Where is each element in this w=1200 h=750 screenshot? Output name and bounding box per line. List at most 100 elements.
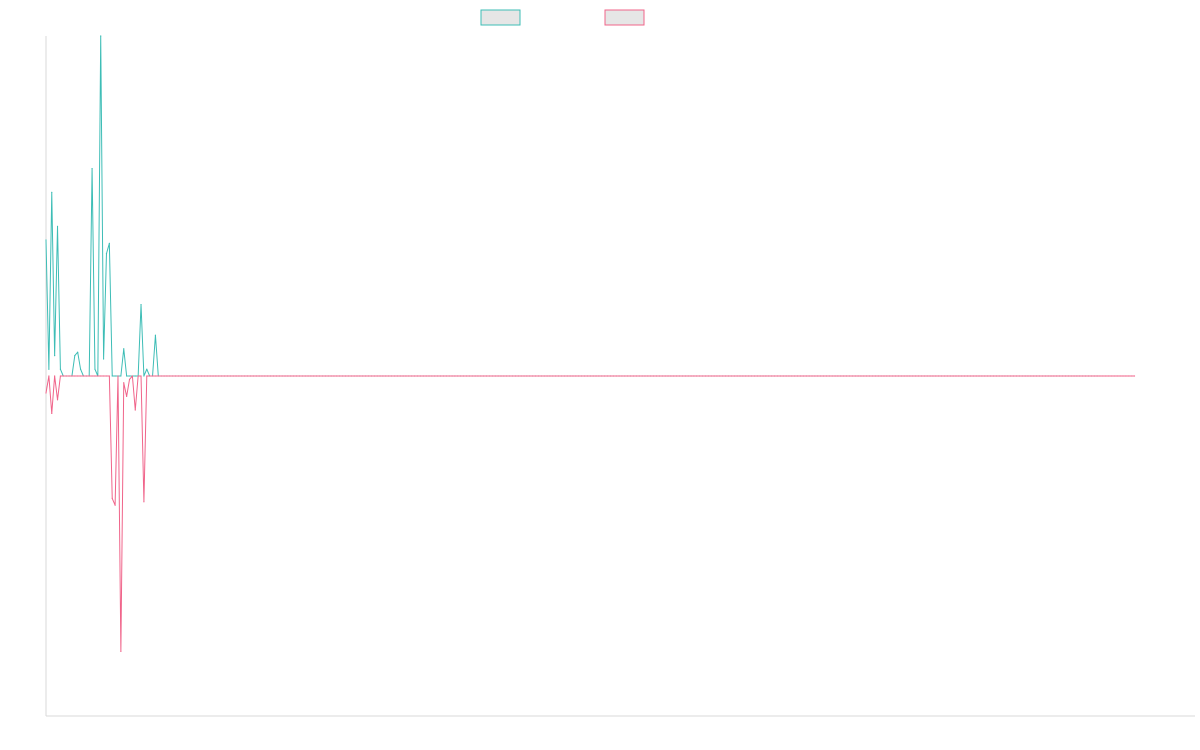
- series-2-point[interactable]: [79, 375, 82, 377]
- series-2-point[interactable]: [892, 375, 894, 377]
- series-2-point[interactable]: [871, 375, 874, 377]
- series-2-point[interactable]: [183, 375, 185, 377]
- series-2-point[interactable]: [117, 375, 119, 377]
- series-2-point[interactable]: [989, 375, 992, 377]
- series-2-point[interactable]: [537, 375, 540, 377]
- series-2-point[interactable]: [748, 375, 750, 377]
- series-2-point[interactable]: [969, 375, 971, 377]
- series-2-point[interactable]: [808, 375, 810, 377]
- series-2-point[interactable]: [1033, 375, 1035, 377]
- series-2-point[interactable]: [615, 375, 617, 377]
- series-2-point[interactable]: [342, 375, 344, 377]
- series-2-point[interactable]: [261, 375, 263, 377]
- series-2-point[interactable]: [1018, 375, 1020, 377]
- series-2-point[interactable]: [123, 382, 125, 384]
- series-2-point[interactable]: [1108, 375, 1110, 377]
- series-2-point[interactable]: [503, 375, 505, 377]
- series-2-point[interactable]: [235, 375, 237, 377]
- series-2-point[interactable]: [912, 375, 914, 377]
- series-1-point[interactable]: [74, 355, 76, 357]
- series-2-point[interactable]: [658, 375, 660, 377]
- series-2-point[interactable]: [1110, 375, 1113, 377]
- series-2-point[interactable]: [483, 375, 485, 377]
- series-2-point[interactable]: [422, 375, 424, 377]
- series-2-point[interactable]: [497, 375, 499, 377]
- series-2-point[interactable]: [678, 375, 681, 377]
- series-2-point[interactable]: [952, 375, 954, 377]
- series-2-point[interactable]: [632, 375, 635, 377]
- series-2-point[interactable]: [817, 375, 819, 377]
- series-2-point[interactable]: [172, 375, 174, 377]
- series-2-point[interactable]: [753, 375, 756, 377]
- series-2-point[interactable]: [742, 375, 744, 377]
- series-2-point[interactable]: [621, 375, 623, 377]
- series-2-point[interactable]: [673, 375, 675, 377]
- series-2-point[interactable]: [802, 375, 804, 377]
- series-2-point[interactable]: [146, 375, 148, 377]
- series-2-point[interactable]: [59, 375, 62, 377]
- series-2-point[interactable]: [1122, 375, 1124, 377]
- series-2-point[interactable]: [1038, 375, 1041, 377]
- series-2-point[interactable]: [451, 375, 453, 377]
- series-2-point[interactable]: [546, 375, 548, 377]
- series-2-point[interactable]: [408, 375, 410, 377]
- series-2-point[interactable]: [151, 375, 154, 377]
- series-2-point[interactable]: [267, 375, 269, 377]
- series-2-point[interactable]: [169, 375, 171, 377]
- series-2-point[interactable]: [468, 375, 470, 377]
- series-2-point[interactable]: [716, 375, 718, 377]
- series-2-point[interactable]: [1090, 375, 1092, 377]
- series-2-point[interactable]: [940, 375, 943, 377]
- series-1-point[interactable]: [140, 304, 142, 306]
- series-2-point[interactable]: [45, 392, 47, 394]
- series-2-point[interactable]: [719, 375, 721, 377]
- series-2-point[interactable]: [903, 375, 905, 377]
- series-2-point[interactable]: [972, 375, 974, 377]
- series-2-point[interactable]: [609, 375, 612, 377]
- series-2-point[interactable]: [393, 375, 396, 377]
- series-2-point[interactable]: [736, 375, 738, 377]
- series-2-point[interactable]: [773, 375, 776, 377]
- series-2-point[interactable]: [275, 375, 277, 377]
- series-2-point[interactable]: [359, 375, 361, 377]
- series-2-point[interactable]: [915, 375, 917, 377]
- series-2-point[interactable]: [212, 375, 214, 377]
- series-2-point[interactable]: [782, 375, 784, 377]
- series-2-point[interactable]: [756, 375, 758, 377]
- series-2-point[interactable]: [1131, 375, 1133, 377]
- series-2-point[interactable]: [500, 375, 502, 377]
- series-2-point[interactable]: [298, 375, 301, 377]
- series-2-point[interactable]: [215, 375, 217, 377]
- series-2-point[interactable]: [509, 375, 511, 377]
- series-2-point[interactable]: [765, 375, 767, 377]
- series-2-point[interactable]: [713, 375, 715, 377]
- series-2-point[interactable]: [454, 375, 456, 377]
- series-2-point[interactable]: [961, 375, 963, 377]
- series-2-point[interactable]: [149, 375, 151, 377]
- series-2-point[interactable]: [935, 375, 937, 377]
- series-2-point[interactable]: [411, 375, 413, 377]
- series-2-point[interactable]: [365, 375, 367, 377]
- series-2-point[interactable]: [693, 375, 695, 377]
- series-2-point[interactable]: [85, 375, 87, 377]
- series-2-point[interactable]: [511, 375, 514, 377]
- series-2-point[interactable]: [955, 375, 957, 377]
- series-1-point[interactable]: [123, 348, 125, 350]
- series-2-point[interactable]: [166, 375, 168, 377]
- series-2-point[interactable]: [48, 375, 50, 377]
- series-2-point[interactable]: [831, 375, 833, 377]
- series-2-point[interactable]: [126, 395, 128, 397]
- series-2-point[interactable]: [569, 375, 571, 377]
- series-2-point[interactable]: [995, 375, 997, 377]
- series-2-point[interactable]: [431, 375, 433, 377]
- series-1-point[interactable]: [111, 375, 113, 377]
- series-2-point[interactable]: [655, 375, 658, 377]
- series-2-point[interactable]: [206, 375, 208, 377]
- series-2-point[interactable]: [868, 375, 871, 377]
- series-2-point[interactable]: [739, 375, 741, 377]
- series-2-point[interactable]: [843, 375, 845, 377]
- series-2-point[interactable]: [1021, 375, 1023, 377]
- series-2-point[interactable]: [762, 375, 764, 377]
- series-2-point[interactable]: [854, 375, 856, 377]
- series-2-point[interactable]: [376, 375, 378, 377]
